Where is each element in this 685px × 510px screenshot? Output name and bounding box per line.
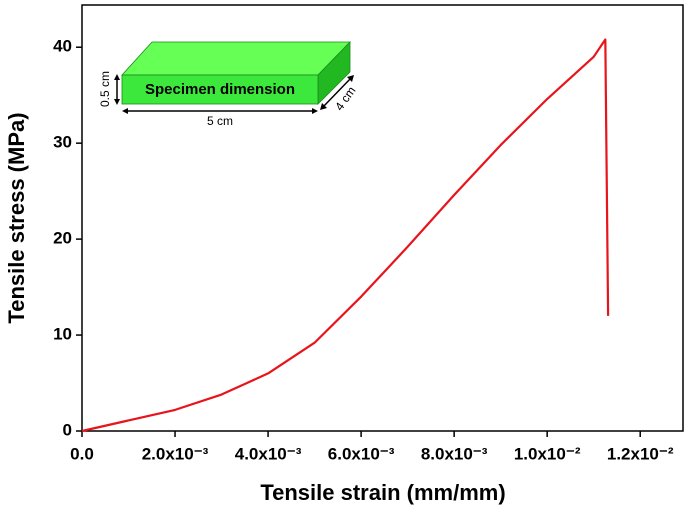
x-tick-label: 1.0x10⁻² xyxy=(514,444,581,463)
specimen-inset: Specimen dimension 0.5 cm 5 cm 4 cm xyxy=(98,41,359,128)
stress-strain-curve xyxy=(81,38,610,433)
y-tick-label: 30 xyxy=(53,133,72,152)
inset-label: 0.5 cm xyxy=(98,71,112,107)
arrow-head xyxy=(114,99,120,105)
inset-label: 5 cm xyxy=(207,114,233,128)
y-tick-label: 40 xyxy=(53,37,72,56)
box-top xyxy=(121,41,351,76)
y-tick-label: 10 xyxy=(53,325,72,344)
arrow-head xyxy=(114,74,120,80)
x-tick-label: 6.0x10⁻³ xyxy=(328,444,395,463)
box-front xyxy=(121,74,319,105)
arrow-head xyxy=(347,75,354,82)
arrow-head xyxy=(122,108,128,114)
x-tick-label: 1.2x10⁻² xyxy=(607,444,674,463)
x-axis-title: Tensile strain (mm/mm) xyxy=(260,480,505,505)
plot-frame xyxy=(81,4,684,432)
x-tick-label: 8.0x10⁻³ xyxy=(421,444,488,463)
width-arrow xyxy=(321,76,353,109)
arrow-head xyxy=(320,103,327,110)
arrow-head xyxy=(312,108,318,114)
x-tick-label: 4.0x10⁻³ xyxy=(235,444,302,463)
inset-label: 4 cm xyxy=(332,84,358,113)
y-axis-title: Tensile stress (MPa) xyxy=(4,112,29,323)
inset-label: Specimen dimension xyxy=(145,81,295,98)
y-tick-label: 0 xyxy=(63,420,72,439)
x-tick-label: 0.0 xyxy=(70,444,94,463)
x-tick-label: 2.0x10⁻³ xyxy=(142,444,209,463)
y-tick-label: 20 xyxy=(53,229,72,248)
